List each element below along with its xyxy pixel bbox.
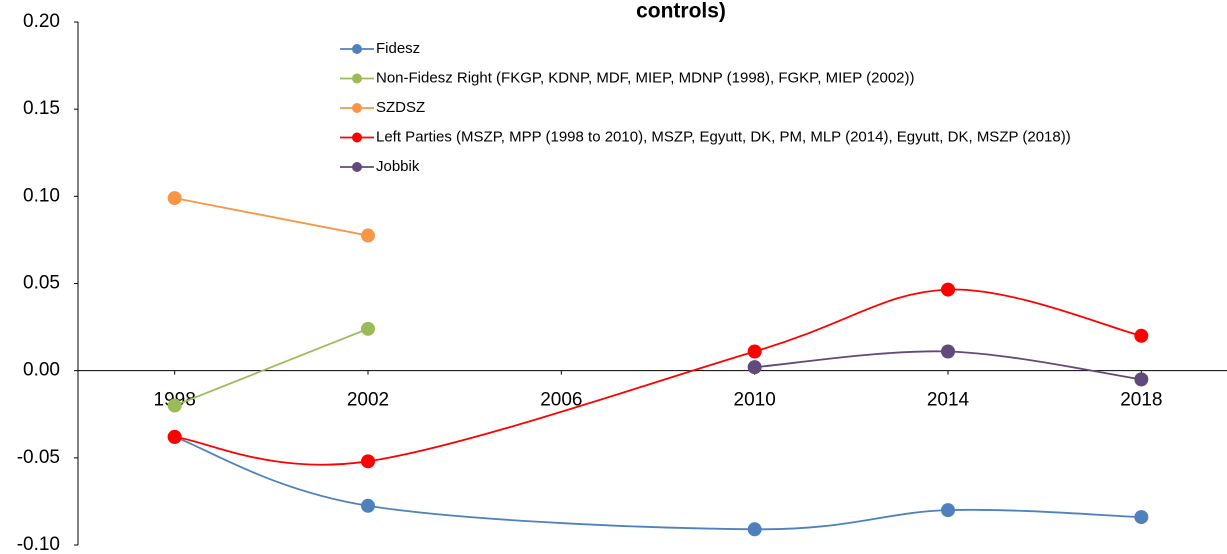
legend-label: Jobbik <box>376 158 420 175</box>
series-line <box>174 197 369 237</box>
legend-marker <box>352 44 362 54</box>
y-tick-label: 0.15 <box>23 98 60 119</box>
data-point <box>941 282 955 297</box>
legend-marker <box>352 132 362 143</box>
data-point <box>361 498 375 513</box>
data-point <box>167 429 182 444</box>
x-tick-label: 2010 <box>734 390 776 411</box>
x-tick-label: 2002 <box>347 390 389 411</box>
legend-label: Non-Fidesz Right (FKGP, KDNP, MDF, MIEP,… <box>376 69 915 86</box>
data-point <box>167 398 182 413</box>
y-tick-label: 0.05 <box>23 273 60 294</box>
data-point <box>941 344 955 359</box>
chart-title: controls) <box>636 0 726 23</box>
data-point <box>747 360 762 375</box>
series-line <box>174 327 369 407</box>
x-tick-label: 2014 <box>927 390 970 411</box>
legend-marker <box>352 103 362 113</box>
legend-label: Left Parties (MSZP, MPP (1998 to 2010), … <box>376 128 1071 145</box>
legend-marker <box>352 162 362 172</box>
data-point <box>167 191 182 206</box>
data-point <box>361 321 375 336</box>
data-point <box>361 454 375 469</box>
y-tick-label: -0.05 <box>17 447 60 468</box>
series-line <box>174 436 1142 531</box>
legend-label: SZDSZ <box>376 99 425 116</box>
data-point <box>361 228 375 243</box>
legend-marker <box>352 73 362 84</box>
y-tick-label: 0.00 <box>23 360 60 381</box>
data-point <box>747 522 762 537</box>
y-tick-label: 0.10 <box>23 185 60 206</box>
data-point <box>1134 328 1149 343</box>
y-tick-label: 0.20 <box>23 11 60 32</box>
data-point <box>1134 510 1149 525</box>
legend-label: Fidesz <box>376 40 420 57</box>
data-point <box>941 503 955 518</box>
y-tick-label: -0.10 <box>17 534 60 554</box>
series-line <box>174 288 1142 466</box>
data-point <box>747 344 762 359</box>
x-tick-label: 2018 <box>1120 390 1162 411</box>
data-point <box>1134 372 1149 387</box>
x-tick-label: 2006 <box>540 390 582 411</box>
